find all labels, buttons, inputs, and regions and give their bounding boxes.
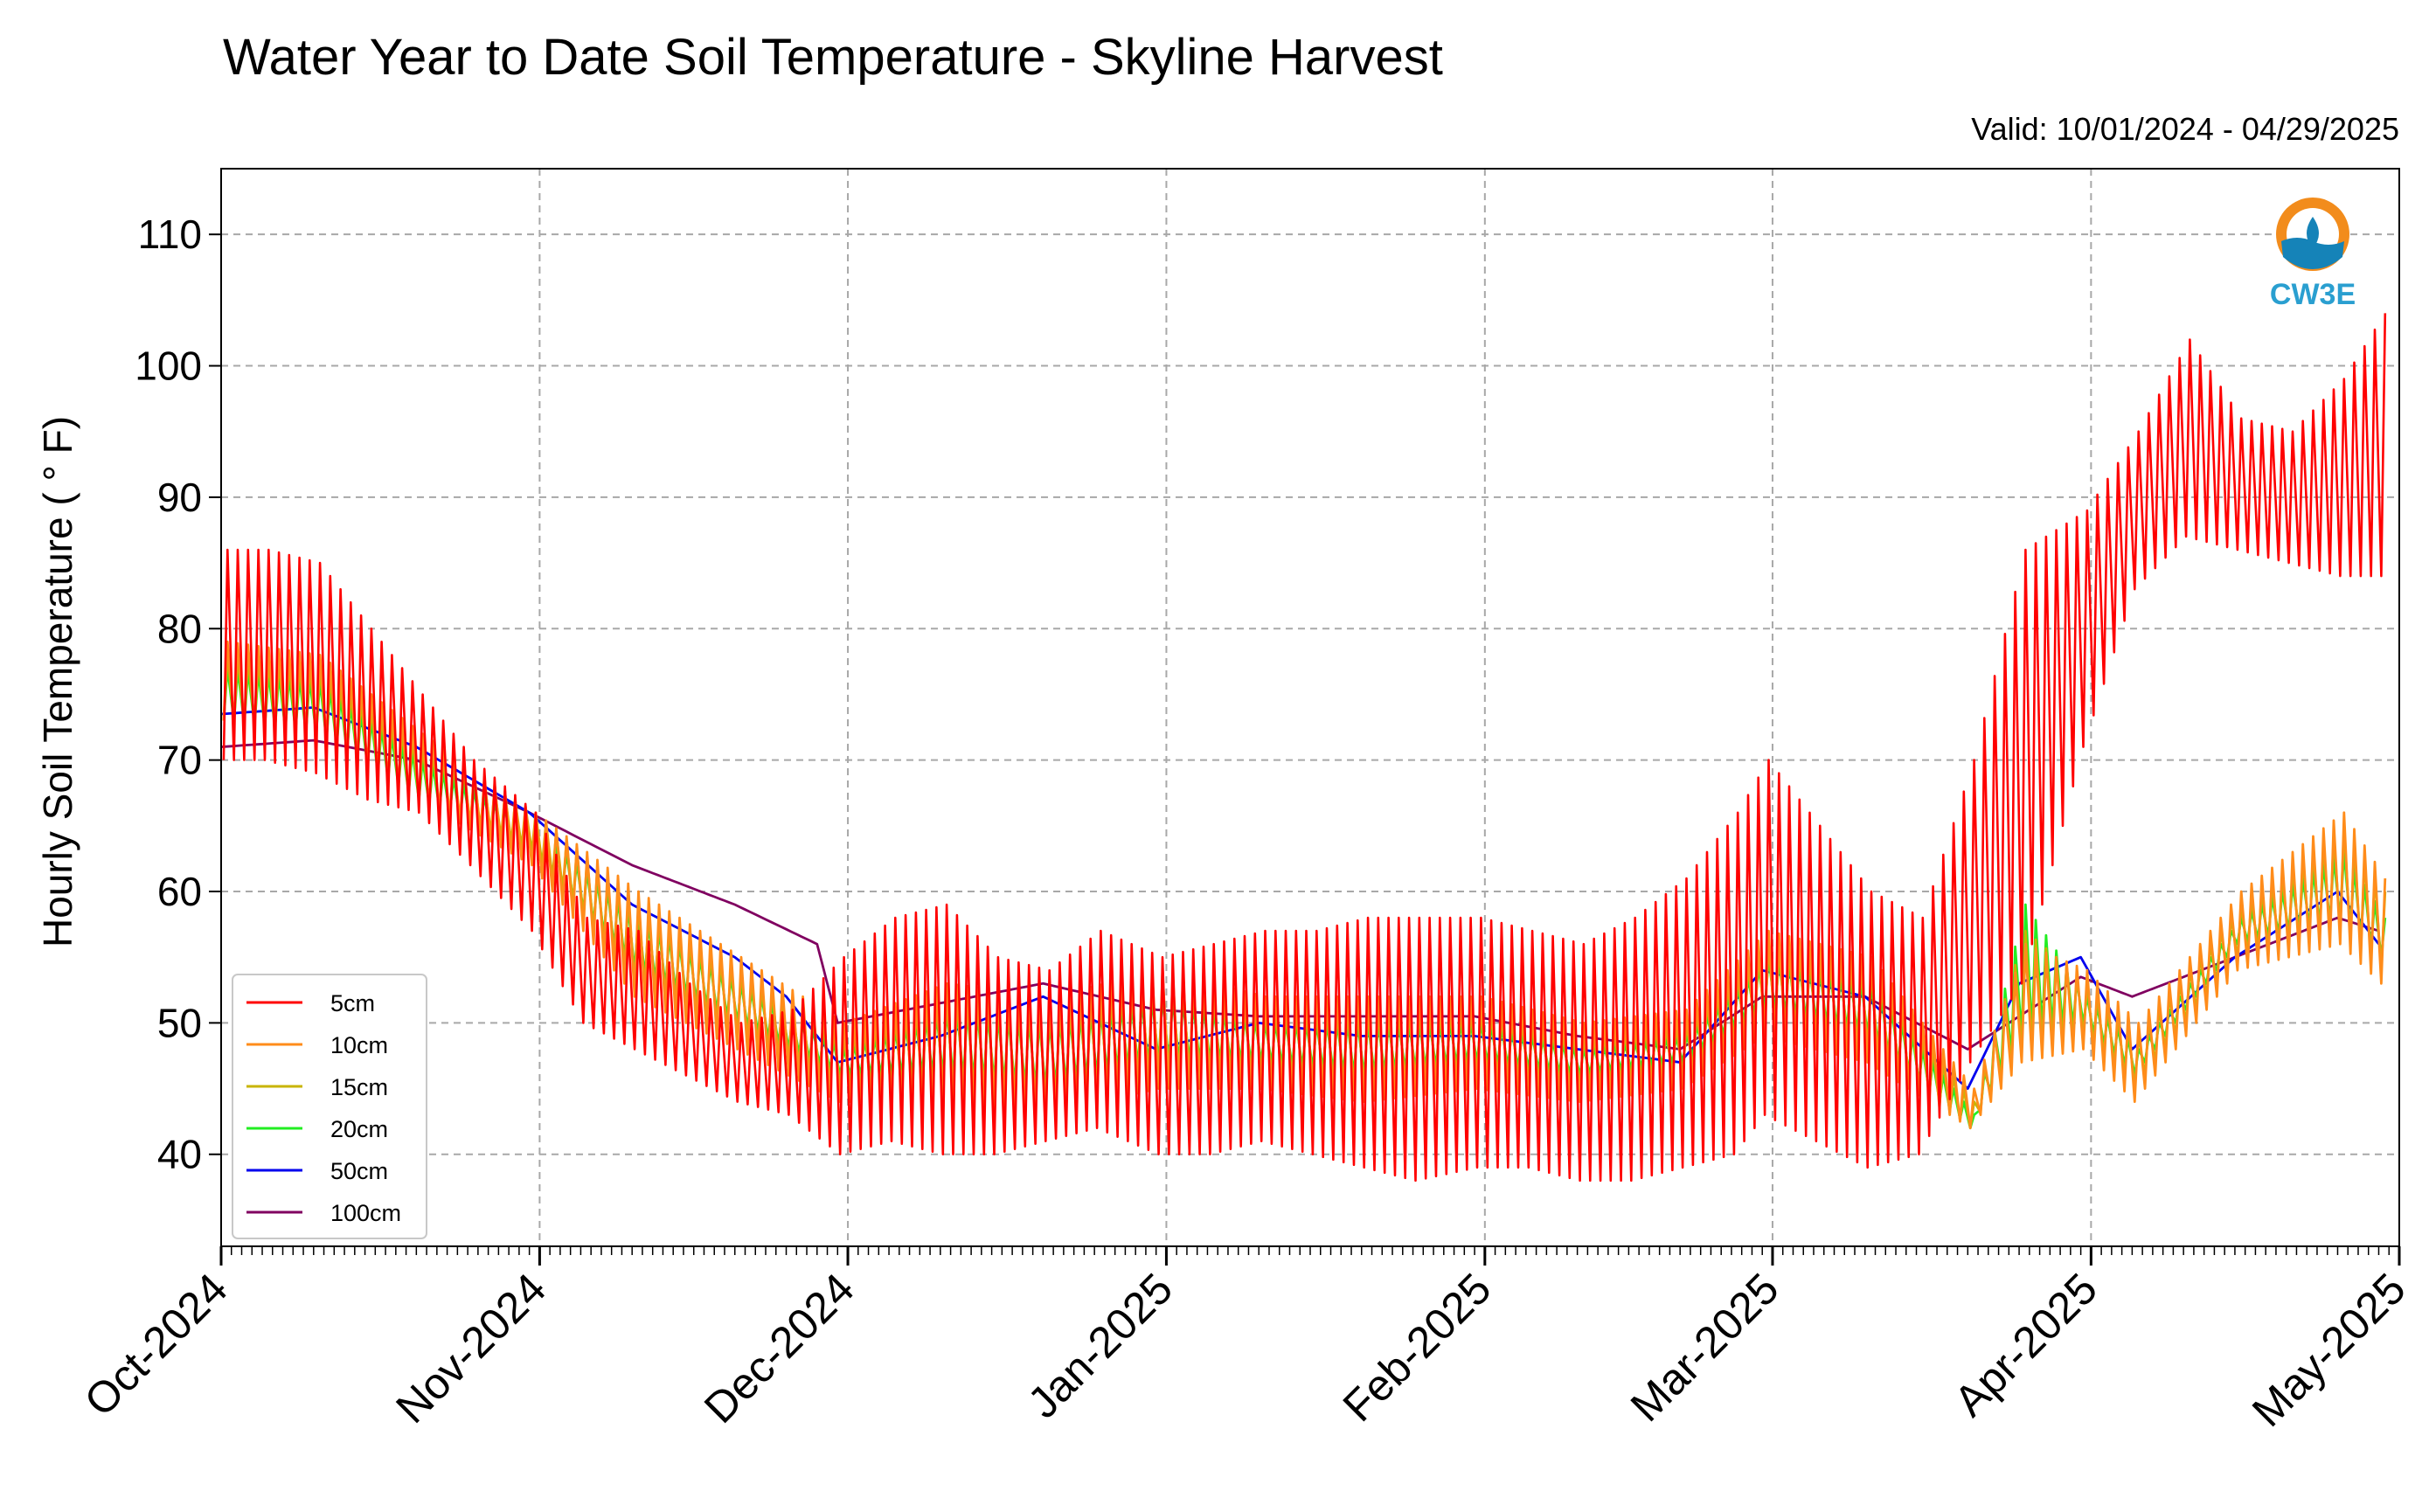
x-tick-label: Nov-2024	[386, 1264, 555, 1432]
legend-label-10cm: 10cm	[330, 1032, 388, 1058]
cw3e-logo: CW3E	[2270, 198, 2356, 311]
chart-subtitle: Valid: 10/01/2024 - 04/29/2025	[1971, 111, 2399, 147]
legend-box	[232, 974, 427, 1239]
water-drop-icon	[2307, 217, 2319, 248]
y-tick-label: 100	[135, 343, 202, 389]
y-axis-label: Hourly Soil Temperature ( ° F)	[35, 416, 80, 947]
legend-label-50cm: 50cm	[330, 1158, 388, 1184]
plot-area	[220, 313, 2387, 1183]
x-tick-label: Mar-2025	[1621, 1264, 1788, 1431]
y-tick-label: 60	[157, 869, 202, 914]
logo-label: CW3E	[2270, 278, 2356, 311]
series-line-5cm	[222, 313, 2387, 1183]
y-tick-label: 90	[157, 475, 202, 520]
y-tick-label: 70	[157, 738, 202, 783]
x-tick-label: May-2025	[2243, 1264, 2415, 1436]
y-tick-label: 80	[157, 606, 202, 651]
y-axis: 40 50 60 70 80 90 100 110	[135, 212, 221, 1177]
logo-water-band	[2281, 238, 2344, 269]
chart-title: Water Year to Date Soil Temperature - Sk…	[223, 29, 1443, 86]
legend-label-15cm: 15cm	[330, 1074, 388, 1100]
y-tick-label: 110	[138, 212, 202, 257]
x-tick-label: Dec-2024	[695, 1264, 864, 1432]
y-tick-label: 40	[157, 1132, 202, 1177]
legend-label-20cm: 20cm	[330, 1116, 388, 1142]
y-tick-label: 50	[157, 1000, 202, 1045]
x-tick-label: Oct-2024	[75, 1264, 237, 1425]
x-tick-label: Apr-2025	[1945, 1264, 2106, 1425]
legend-label-100cm: 100cm	[330, 1200, 401, 1226]
legend-label-5cm: 5cm	[330, 990, 375, 1016]
x-tick-label: Jan-2025	[1018, 1264, 1182, 1427]
x-axis: Oct-2024 Nov-2024 Dec-2024 Jan-2025 Feb-2025…	[75, 1246, 2415, 1436]
x-tick-label: Feb-2025	[1334, 1264, 1501, 1431]
legend: 5cm 10cm 15cm 20cm 50cm 100cm	[232, 974, 427, 1239]
